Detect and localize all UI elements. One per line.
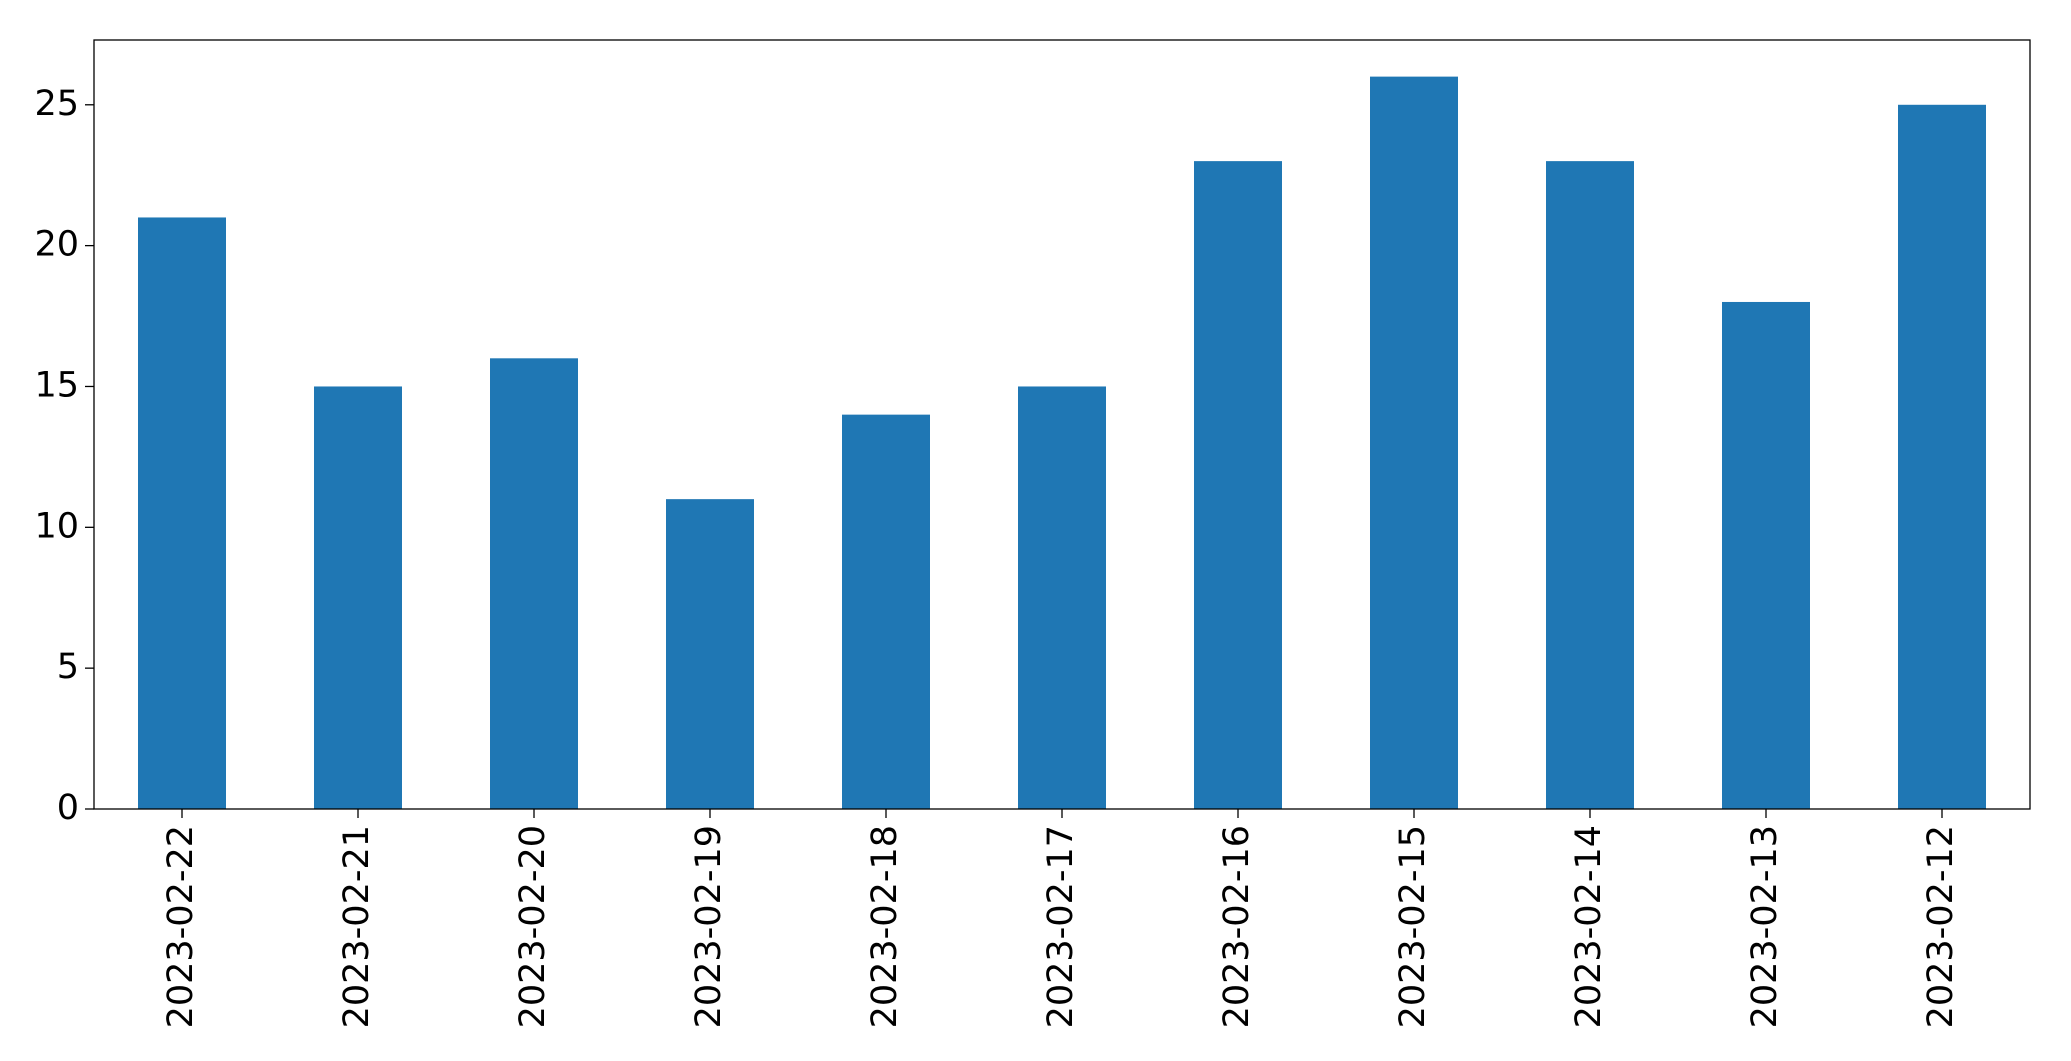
x-tick-label: 2023-02-14 <box>1569 825 1609 1028</box>
x-tick-label: 2023-02-12 <box>1921 825 1961 1028</box>
bar <box>1018 386 1106 809</box>
y-tick-label: 15 <box>34 365 79 405</box>
bar <box>138 217 226 809</box>
bar <box>490 358 578 809</box>
bar <box>314 386 402 809</box>
x-tick-label: 2023-02-15 <box>1393 825 1433 1028</box>
bar <box>842 414 930 809</box>
x-tick-label: 2023-02-16 <box>1217 825 1257 1028</box>
x-tick-label: 2023-02-18 <box>865 825 905 1028</box>
x-tick-label: 2023-02-22 <box>161 825 201 1028</box>
bar <box>1722 301 1810 809</box>
y-tick-label: 0 <box>57 788 79 828</box>
y-tick-label: 25 <box>34 84 79 124</box>
x-tick-label: 2023-02-17 <box>1041 825 1081 1028</box>
x-tick-label: 2023-02-13 <box>1745 825 1785 1028</box>
bar <box>1370 76 1458 810</box>
bar <box>1546 161 1634 810</box>
plot-frame <box>93 39 2031 810</box>
x-tick-label: 2023-02-20 <box>513 825 553 1028</box>
y-tick-label: 5 <box>57 647 79 687</box>
x-tick-label: 2023-02-19 <box>689 825 729 1028</box>
x-tick-label: 2023-02-21 <box>337 825 377 1028</box>
bar <box>666 499 754 809</box>
bar <box>1898 104 1986 810</box>
y-tick-label: 20 <box>34 225 79 265</box>
y-tick-label: 10 <box>34 506 79 546</box>
bar <box>1194 161 1282 810</box>
